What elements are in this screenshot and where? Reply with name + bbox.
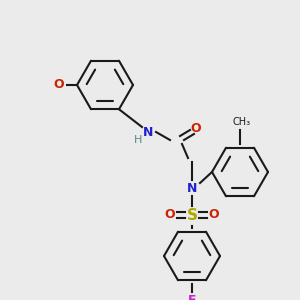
- Text: O: O: [165, 208, 175, 220]
- Text: H: H: [134, 135, 142, 145]
- Text: N: N: [143, 125, 153, 139]
- Text: O: O: [54, 79, 64, 92]
- Text: F: F: [188, 293, 196, 300]
- Text: CH₃: CH₃: [233, 117, 251, 127]
- Text: O: O: [191, 122, 201, 134]
- Text: N: N: [187, 182, 197, 194]
- Text: O: O: [209, 208, 219, 220]
- Text: S: S: [187, 208, 197, 224]
